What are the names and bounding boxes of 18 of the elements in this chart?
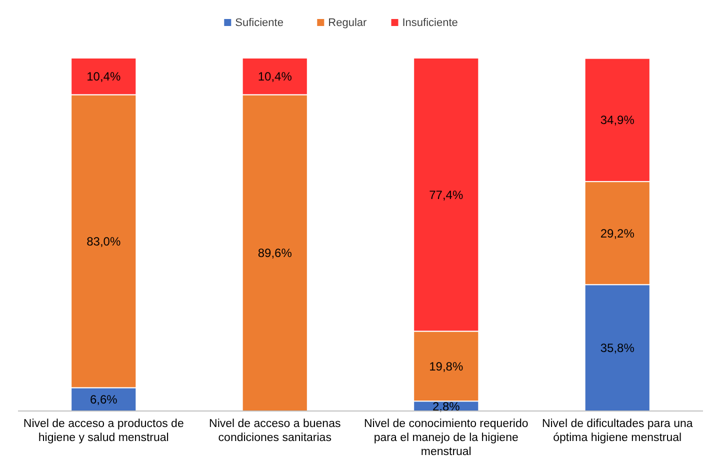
data-label: 2,8% [432,399,460,414]
data-label: 35,8% [600,341,635,356]
legend-label: Insuficiente [402,17,458,29]
data-label: 77,4% [429,188,464,202]
data-label: 10,4% [258,70,292,84]
legend-label: Regular [328,17,368,29]
data-label: 10,4% [86,70,121,84]
data-label: 89,6% [258,246,292,260]
x-tick-label: Nivel de dificultades para una óptima higiene menstrual [542,418,694,444]
x-tick-label: Nivel de conocimiento requerido para el manejo de la higiene menstrual [364,418,528,458]
x-tick-label: Nivel de acceso a productos de higiene y salud menstrual [23,418,184,444]
data-label: 19,8% [429,359,464,374]
data-label: 34,9% [600,113,635,128]
data-label: 83,0% [86,234,121,248]
x-tick-label: Nivel de acceso a buenas condiciones sanitarias [209,418,341,444]
data-label: 29,2% [600,226,635,240]
data-label: 6,6% [90,392,118,407]
legend-label: Suficiente [235,17,284,29]
